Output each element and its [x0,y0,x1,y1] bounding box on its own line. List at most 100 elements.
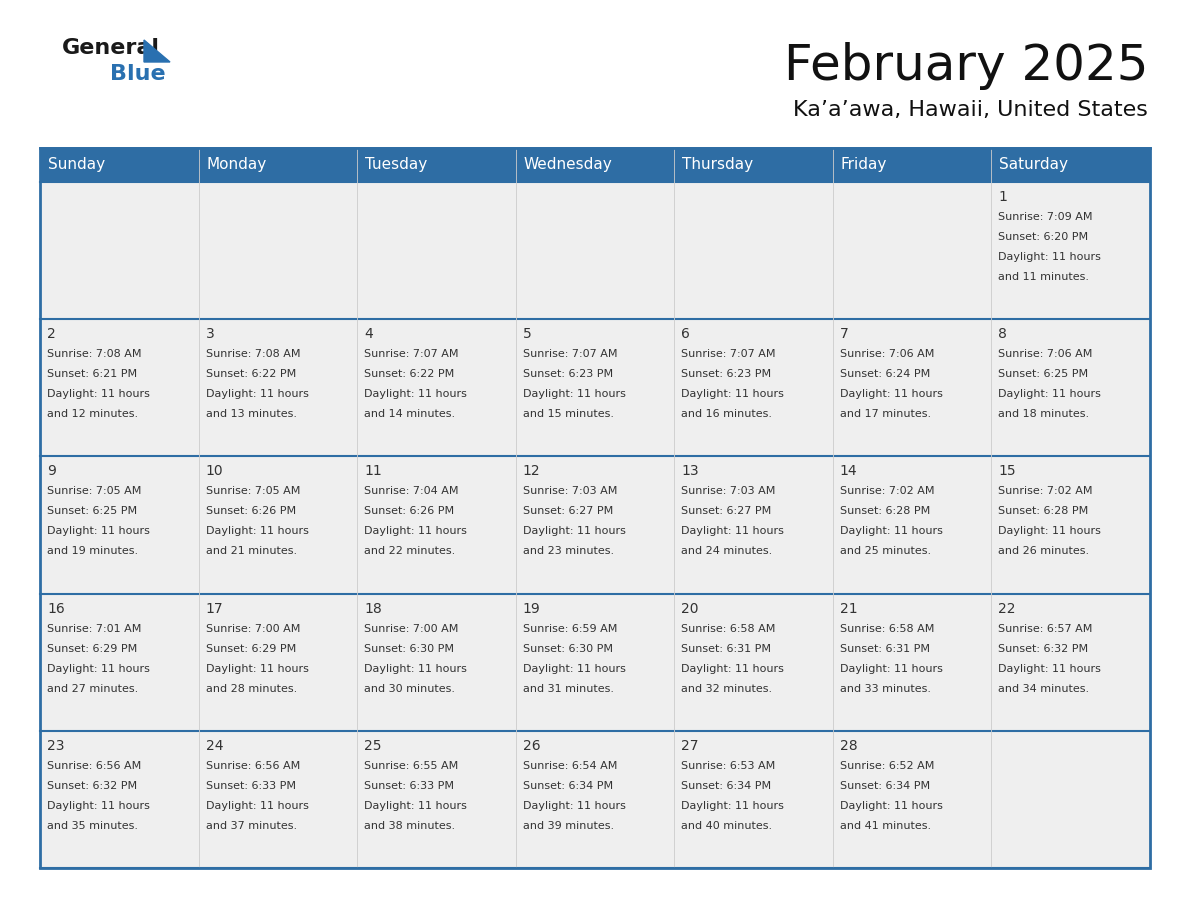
Text: Sunset: 6:31 PM: Sunset: 6:31 PM [681,644,771,654]
Bar [833,456,992,594]
Text: and 17 minutes.: and 17 minutes. [840,409,931,420]
Text: 13: 13 [681,465,699,478]
Bar [0,0,1188,148]
Bar [675,319,833,456]
Text: 11: 11 [365,465,381,478]
Text: Sunrise: 6:52 AM: Sunrise: 6:52 AM [840,761,934,771]
Text: and 13 minutes.: and 13 minutes. [206,409,297,420]
Text: Sunrise: 6:56 AM: Sunrise: 6:56 AM [206,761,299,771]
Text: Daylight: 11 hours: Daylight: 11 hours [998,526,1101,536]
Bar [198,594,358,731]
Text: Daylight: 11 hours: Daylight: 11 hours [206,389,309,399]
Text: Daylight: 11 hours: Daylight: 11 hours [365,664,467,674]
Bar [40,319,198,456]
Text: Wednesday: Wednesday [524,158,613,173]
Text: and 11 minutes.: and 11 minutes. [998,272,1089,282]
Text: Daylight: 11 hours: Daylight: 11 hours [681,389,784,399]
Text: Sunrise: 6:53 AM: Sunrise: 6:53 AM [681,761,776,771]
Text: 24: 24 [206,739,223,753]
Text: and 39 minutes.: and 39 minutes. [523,821,614,831]
Text: and 25 minutes.: and 25 minutes. [840,546,931,556]
Text: Daylight: 11 hours: Daylight: 11 hours [998,389,1101,399]
Text: Sunrise: 7:01 AM: Sunrise: 7:01 AM [48,623,141,633]
Text: Saturday: Saturday [999,158,1068,173]
Bar [675,182,833,319]
Text: Sunrise: 7:02 AM: Sunrise: 7:02 AM [840,487,934,497]
Text: Sunset: 6:32 PM: Sunset: 6:32 PM [48,781,137,790]
Text: 10: 10 [206,465,223,478]
Text: and 32 minutes.: and 32 minutes. [681,684,772,694]
Text: Sunset: 6:29 PM: Sunset: 6:29 PM [48,644,138,654]
Text: Daylight: 11 hours: Daylight: 11 hours [206,526,309,536]
Text: and 40 minutes.: and 40 minutes. [681,821,772,831]
Text: 22: 22 [998,601,1016,616]
Text: and 24 minutes.: and 24 minutes. [681,546,772,556]
Text: Sunset: 6:28 PM: Sunset: 6:28 PM [998,507,1088,517]
Text: 19: 19 [523,601,541,616]
Text: Daylight: 11 hours: Daylight: 11 hours [840,389,943,399]
Text: Daylight: 11 hours: Daylight: 11 hours [998,252,1101,262]
Text: Sunset: 6:34 PM: Sunset: 6:34 PM [523,781,613,790]
Text: Sunset: 6:28 PM: Sunset: 6:28 PM [840,507,930,517]
Bar [833,731,992,868]
Bar [516,182,675,319]
Text: Sunset: 6:30 PM: Sunset: 6:30 PM [523,644,613,654]
Bar [833,148,992,182]
Text: Daylight: 11 hours: Daylight: 11 hours [206,664,309,674]
Text: and 38 minutes.: and 38 minutes. [365,821,455,831]
Text: 5: 5 [523,327,531,341]
Text: and 15 minutes.: and 15 minutes. [523,409,614,420]
Text: Sunset: 6:26 PM: Sunset: 6:26 PM [365,507,454,517]
Text: Daylight: 11 hours: Daylight: 11 hours [840,800,943,811]
Text: and 18 minutes.: and 18 minutes. [998,409,1089,420]
Bar [833,594,992,731]
Text: Daylight: 11 hours: Daylight: 11 hours [681,526,784,536]
Bar [675,594,833,731]
Bar [516,319,675,456]
Text: General: General [62,38,160,58]
Bar [40,148,198,182]
Text: 23: 23 [48,739,64,753]
Text: 18: 18 [365,601,381,616]
Text: 20: 20 [681,601,699,616]
Text: Daylight: 11 hours: Daylight: 11 hours [840,526,943,536]
Text: and 19 minutes.: and 19 minutes. [48,546,138,556]
Bar [40,731,198,868]
Text: Sunset: 6:25 PM: Sunset: 6:25 PM [48,507,137,517]
Text: Daylight: 11 hours: Daylight: 11 hours [523,389,626,399]
Text: Sunrise: 6:57 AM: Sunrise: 6:57 AM [998,623,1093,633]
Bar [833,319,992,456]
Bar [833,182,992,319]
Bar [198,456,358,594]
Text: Sunset: 6:34 PM: Sunset: 6:34 PM [840,781,930,790]
Bar [40,456,198,594]
Text: 21: 21 [840,601,858,616]
Polygon shape [144,40,170,62]
Text: Sunrise: 7:07 AM: Sunrise: 7:07 AM [523,349,618,359]
Text: Sunset: 6:27 PM: Sunset: 6:27 PM [523,507,613,517]
Text: 26: 26 [523,739,541,753]
Text: and 26 minutes.: and 26 minutes. [998,546,1089,556]
Text: Sunset: 6:22 PM: Sunset: 6:22 PM [365,369,454,379]
Text: and 14 minutes.: and 14 minutes. [365,409,455,420]
Text: 6: 6 [681,327,690,341]
Text: and 27 minutes.: and 27 minutes. [48,684,138,694]
Text: Sunrise: 7:08 AM: Sunrise: 7:08 AM [206,349,301,359]
Text: Daylight: 11 hours: Daylight: 11 hours [681,800,784,811]
Text: 16: 16 [48,601,65,616]
Text: Sunset: 6:30 PM: Sunset: 6:30 PM [365,644,454,654]
Text: Sunset: 6:34 PM: Sunset: 6:34 PM [681,781,771,790]
Text: Daylight: 11 hours: Daylight: 11 hours [840,664,943,674]
Text: Sunrise: 7:04 AM: Sunrise: 7:04 AM [365,487,459,497]
Text: 27: 27 [681,739,699,753]
Text: 15: 15 [998,465,1016,478]
Text: Sunset: 6:25 PM: Sunset: 6:25 PM [998,369,1088,379]
Text: and 34 minutes.: and 34 minutes. [998,684,1089,694]
Text: Sunset: 6:31 PM: Sunset: 6:31 PM [840,644,930,654]
Text: and 41 minutes.: and 41 minutes. [840,821,931,831]
Text: and 23 minutes.: and 23 minutes. [523,546,614,556]
Bar [992,319,1150,456]
Text: Sunset: 6:23 PM: Sunset: 6:23 PM [681,369,771,379]
Text: Sunrise: 6:55 AM: Sunrise: 6:55 AM [365,761,459,771]
Text: Sunrise: 6:54 AM: Sunrise: 6:54 AM [523,761,617,771]
